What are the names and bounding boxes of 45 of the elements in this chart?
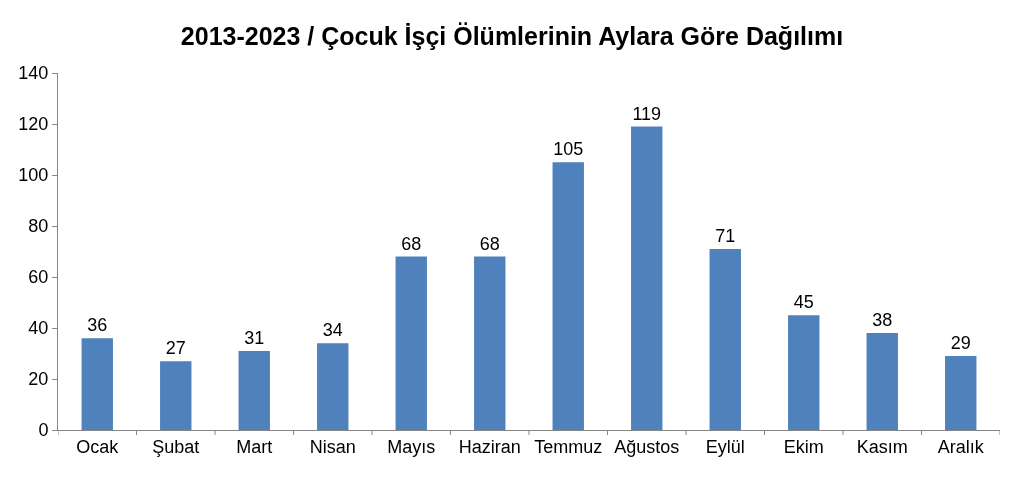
bar [474,256,506,430]
bar [709,248,741,430]
data-label: 68 [401,233,422,254]
x-tick-label: Nisan [309,436,356,457]
data-label: 31 [244,327,265,348]
data-label: 38 [872,310,893,331]
x-tick-label: Ağustos [614,436,680,457]
data-label: 34 [322,320,343,341]
y-tick-label: 80 [28,216,49,237]
y-tick-label: 0 [38,420,49,441]
x-tick-label: Ekim [783,436,824,457]
x-tick-label: Haziran [458,436,521,457]
data-label: 105 [553,139,584,160]
data-label: 36 [87,315,108,336]
data-label: 71 [715,225,736,246]
chart-title: 2013-2023 / Çocuk İşçi Ölümlerinin Aylara Göre Dağılımı [180,21,844,50]
bar [317,343,349,430]
bar [395,256,427,430]
bar [788,315,820,430]
x-tick-label: Mart [236,436,273,457]
y-tick-label: 140 [18,63,49,84]
bar [552,162,584,430]
x-tick-label: Kasım [856,436,908,457]
data-label: 45 [793,292,814,313]
y-tick-label: 60 [28,267,49,288]
x-tick-label: Ocak [76,436,120,457]
bar [160,361,192,430]
bar [866,333,898,430]
y-tick-label: 40 [28,318,49,339]
x-tick-label: Şubat [152,436,200,457]
data-label: 27 [165,338,186,359]
bar [945,356,977,430]
x-tick-label: Eylül [705,436,745,457]
data-label: 29 [950,333,971,354]
bar [81,338,113,430]
y-tick-label: 120 [18,114,49,135]
data-label: 119 [632,103,662,124]
y-tick-label: 20 [28,369,49,390]
x-tick-label: Temmuz [534,436,603,457]
x-tick-label: Aralık [937,436,985,457]
x-tick-label: Mayıs [387,436,436,457]
bar [238,350,270,430]
bar [631,126,663,430]
y-tick-label: 100 [18,165,49,186]
data-label: 68 [479,233,500,254]
